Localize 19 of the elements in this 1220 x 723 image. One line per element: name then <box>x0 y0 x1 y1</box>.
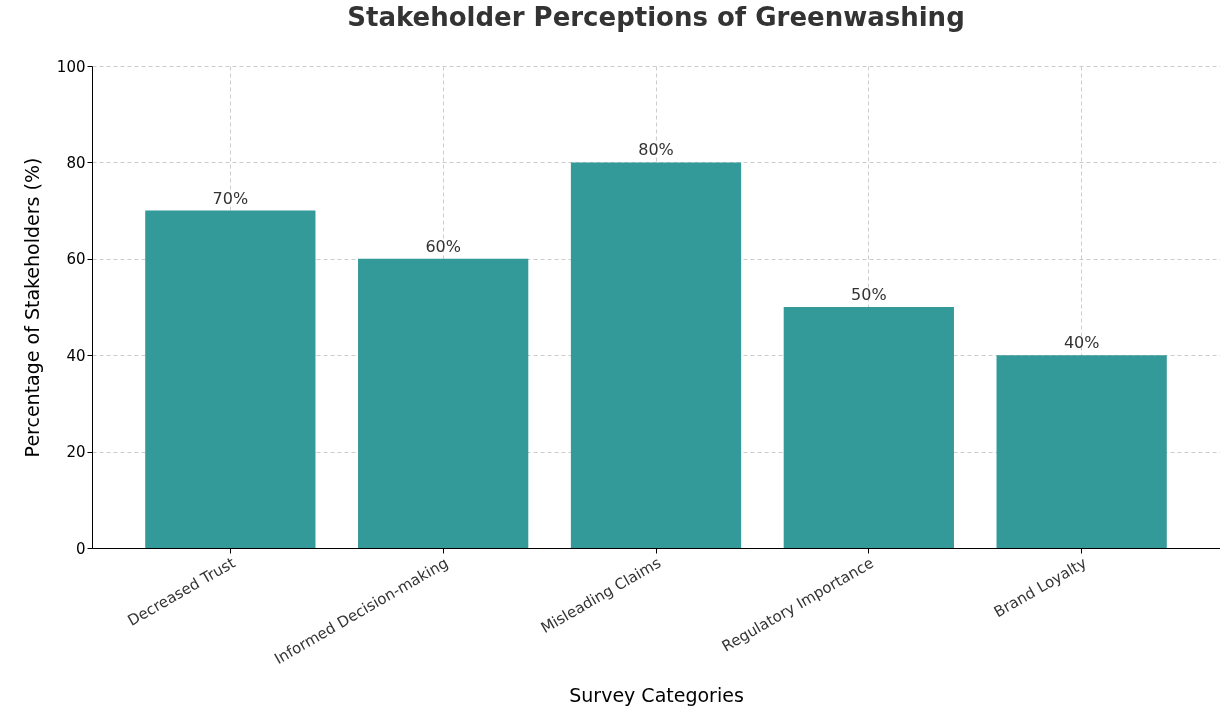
data-label: 80% <box>638 140 674 160</box>
y-tick-label: 0 <box>75 539 86 558</box>
y-tick-label: 40 <box>66 346 86 365</box>
bar <box>996 355 1167 548</box>
data-label: 40% <box>1063 333 1100 353</box>
data-label: 50% <box>851 285 887 304</box>
chart-title: Stakeholder Perceptions of Greenwashing <box>347 2 965 32</box>
bar <box>358 258 529 548</box>
data-label: 60% <box>425 236 461 256</box>
x-axis-title: Survey Categories <box>569 684 744 707</box>
y-axis-title: Percentage of Stakeholders (%) <box>20 157 43 458</box>
bar <box>145 210 316 548</box>
y-tick-label: 60 <box>66 250 86 269</box>
bar <box>783 307 954 548</box>
y-tick-label: 100 <box>56 57 86 76</box>
y-tick-label: 20 <box>66 443 86 462</box>
bar <box>570 162 742 548</box>
y-tick-label: 80 <box>66 153 86 172</box>
data-label: 70% <box>212 188 249 208</box>
